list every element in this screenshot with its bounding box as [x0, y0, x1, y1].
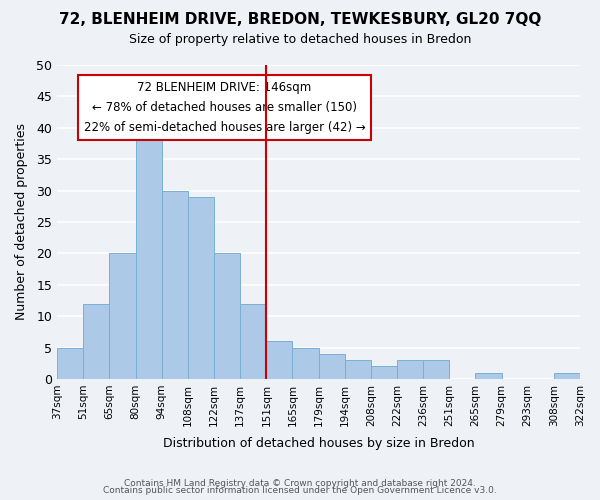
- Bar: [83, 304, 109, 379]
- Text: 72 BLENHEIM DRIVE: 146sqm
← 78% of detached houses are smaller (150)
22% of semi: 72 BLENHEIM DRIVE: 146sqm ← 78% of detac…: [83, 80, 365, 134]
- Bar: [554, 372, 580, 379]
- Bar: [423, 360, 449, 379]
- Bar: [109, 254, 136, 379]
- Text: 72, BLENHEIM DRIVE, BREDON, TEWKESBURY, GL20 7QQ: 72, BLENHEIM DRIVE, BREDON, TEWKESBURY, …: [59, 12, 541, 28]
- Bar: [188, 197, 214, 379]
- Bar: [345, 360, 371, 379]
- Bar: [240, 304, 266, 379]
- Bar: [57, 348, 83, 379]
- Bar: [475, 372, 502, 379]
- Bar: [371, 366, 397, 379]
- Y-axis label: Number of detached properties: Number of detached properties: [15, 124, 28, 320]
- Text: Contains public sector information licensed under the Open Government Licence v3: Contains public sector information licen…: [103, 486, 497, 495]
- Bar: [292, 348, 319, 379]
- Bar: [214, 254, 240, 379]
- Bar: [136, 134, 162, 379]
- Bar: [162, 190, 188, 379]
- Bar: [266, 341, 292, 379]
- Bar: [319, 354, 345, 379]
- Text: Size of property relative to detached houses in Bredon: Size of property relative to detached ho…: [129, 32, 471, 46]
- Bar: [397, 360, 423, 379]
- X-axis label: Distribution of detached houses by size in Bredon: Distribution of detached houses by size …: [163, 437, 475, 450]
- Text: Contains HM Land Registry data © Crown copyright and database right 2024.: Contains HM Land Registry data © Crown c…: [124, 478, 476, 488]
